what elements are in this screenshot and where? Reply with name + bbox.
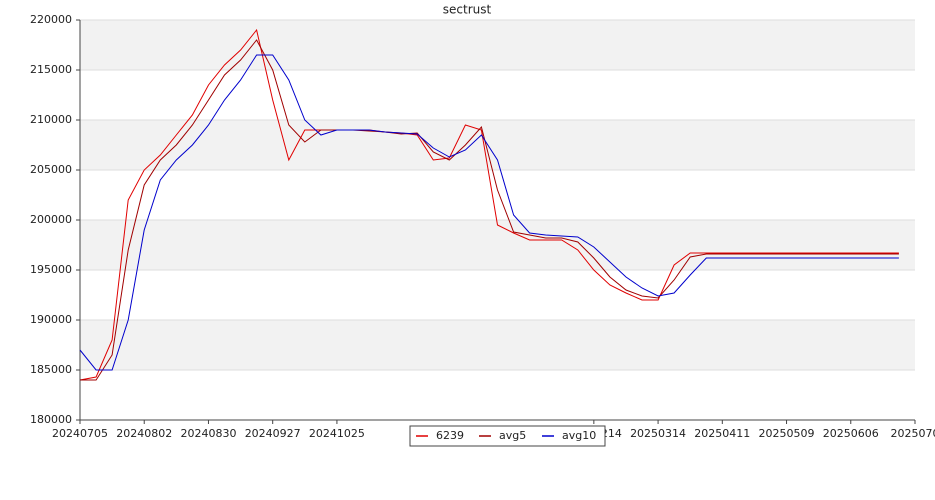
grid-band [80, 220, 915, 270]
x-tick-label: 20240705 [52, 427, 108, 440]
x-tick-label: 20250411 [694, 427, 750, 440]
y-tick-label: 195000 [30, 263, 72, 276]
y-tick-label: 205000 [30, 163, 72, 176]
y-tick-label: 210000 [30, 113, 72, 126]
legend-label: 6239 [436, 429, 464, 442]
chart-title: sectrust [443, 3, 492, 17]
grid-band [80, 120, 915, 170]
y-tick-label: 215000 [30, 63, 72, 76]
legend-box [409, 425, 606, 447]
grid-band [80, 320, 915, 370]
x-tick-label: 20240802 [116, 427, 172, 440]
legend-label: avg10 [562, 429, 596, 442]
y-tick-label: 185000 [30, 363, 72, 376]
x-tick-label: 2025070 [891, 427, 935, 440]
x-tick-label: 20240927 [245, 427, 301, 440]
x-tick-label: 20250606 [823, 427, 879, 440]
y-tick-label: 190000 [30, 313, 72, 326]
y-tick-label: 200000 [30, 213, 72, 226]
y-tick-label: 180000 [30, 413, 72, 426]
legend-label: avg5 [499, 429, 526, 442]
x-tick-label: 20250314 [630, 427, 686, 440]
series-line [80, 39, 899, 381]
series-line [79, 54, 899, 371]
y-tick-label: 220000 [30, 13, 72, 26]
x-tick-label: 20250509 [759, 427, 815, 440]
x-tick-label: 20241025 [309, 427, 365, 440]
grid-band [80, 20, 915, 70]
x-tick-label: 20240830 [180, 427, 236, 440]
series-line [79, 28, 899, 381]
